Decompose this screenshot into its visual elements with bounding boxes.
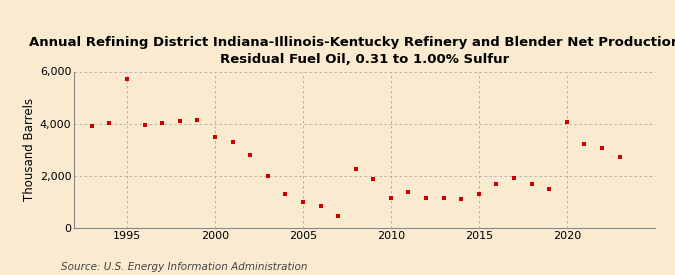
Title: Annual Refining District Indiana-Illinois-Kentucky Refinery and Blender Net Prod: Annual Refining District Indiana-Illinoi… xyxy=(29,36,675,66)
Point xyxy=(562,119,572,124)
Point xyxy=(122,77,132,81)
Point xyxy=(385,196,396,200)
Point xyxy=(209,135,220,139)
Point xyxy=(192,118,202,122)
Point xyxy=(509,176,520,180)
Point xyxy=(245,152,256,157)
Text: Source: U.S. Energy Information Administration: Source: U.S. Energy Information Administ… xyxy=(61,262,307,272)
Point xyxy=(174,119,185,123)
Point xyxy=(473,191,484,196)
Point xyxy=(280,192,291,196)
Point xyxy=(86,124,97,128)
Point xyxy=(368,177,379,181)
Point xyxy=(157,121,167,125)
Point xyxy=(298,200,308,205)
Point xyxy=(491,182,502,186)
Point xyxy=(315,203,326,208)
Point xyxy=(438,196,449,200)
Point xyxy=(104,121,115,125)
Point xyxy=(403,189,414,194)
Point xyxy=(263,174,273,178)
Point xyxy=(456,197,466,201)
Point xyxy=(579,142,590,146)
Point xyxy=(614,155,625,160)
Point xyxy=(526,182,537,186)
Point xyxy=(227,140,238,144)
Point xyxy=(139,122,150,127)
Point xyxy=(421,196,431,200)
Point xyxy=(333,214,344,218)
Point xyxy=(544,187,555,191)
Y-axis label: Thousand Barrels: Thousand Barrels xyxy=(23,98,36,201)
Point xyxy=(597,146,608,150)
Point xyxy=(350,167,361,172)
